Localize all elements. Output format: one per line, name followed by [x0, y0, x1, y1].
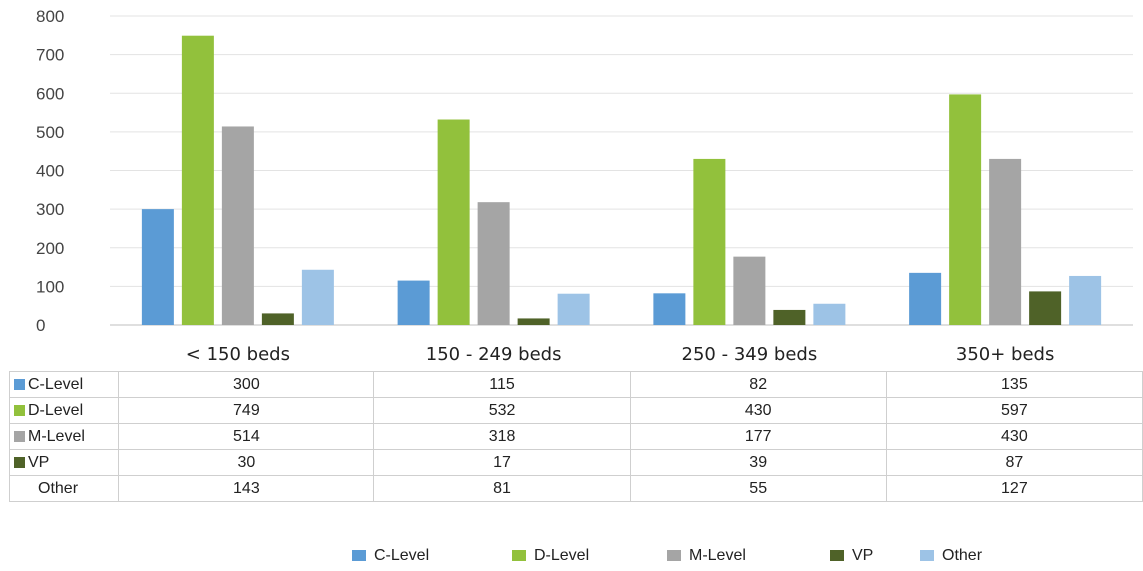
legend-item-c-level: C-Level [352, 547, 429, 565]
bar-other-350-beds [1069, 275, 1102, 325]
bar-other-250-349-beds [813, 303, 846, 325]
gridlines [110, 15, 1133, 326]
legend-label: M-Level [689, 547, 746, 564]
legend-item-m-level: M-Level [667, 547, 746, 565]
y-tick-label: 400 [36, 162, 64, 181]
chart-data-table: C-Level 300 115 82 135 D-Level 749 532 430 597 M-L… [8, 371, 1143, 502]
bar-d-level-150-beds [181, 35, 214, 325]
bar-m-level-150-beds [221, 126, 254, 325]
chart-plot-area: 0 100 200 300 400 500 600 700 800 < 150 beds 150 … [36, 7, 1133, 365]
bar-c-level-250-349-beds [653, 293, 686, 325]
table-cell-value: 749 [118, 397, 375, 424]
table-cell-value: 318 [373, 423, 631, 450]
x-category-label: 250 - 349 beds [682, 344, 818, 365]
bars [141, 35, 1102, 325]
table-cell-value: 597 [885, 397, 1143, 424]
table-row-header: M-Level [8, 423, 120, 450]
legend-label: Other [942, 547, 983, 564]
series-name: Other [38, 479, 79, 497]
bar-c-level-350-beds [909, 272, 942, 325]
table-row: M-Level 514 318 177 430 [8, 423, 1143, 450]
legend-label: D-Level [534, 547, 590, 564]
series-name: D-Level [28, 401, 84, 419]
bar-m-level-350-beds [989, 158, 1022, 325]
table-row: D-Level 749 532 430 597 [8, 397, 1143, 424]
y-tick-label: 0 [36, 316, 45, 335]
y-tick-label: 100 [36, 277, 64, 296]
y-tick-label: 200 [36, 239, 64, 258]
y-tick-label: 800 [36, 7, 64, 26]
table-row-header: D-Level [8, 397, 120, 424]
bar-vp-250-349-beds [773, 309, 806, 325]
bar-c-level-150-beds [141, 209, 174, 325]
x-axis-categories: < 150 beds 150 - 249 beds 250 - 349 beds 35… [186, 344, 1055, 365]
legend-swatch-icon [512, 550, 526, 561]
series-name: C-Level [28, 375, 84, 393]
y-axis-ticks: 0 100 200 300 400 500 600 700 800 [36, 7, 64, 335]
table-row-header: Other [8, 475, 120, 502]
y-tick-label: 600 [36, 84, 64, 103]
bar-d-level-350-beds [949, 94, 982, 325]
y-tick-label: 300 [36, 200, 64, 219]
x-category-label: 150 - 249 beds [426, 344, 562, 365]
x-category-label: < 150 beds [186, 344, 290, 365]
table-cell-value: 430 [629, 397, 887, 424]
table-cell-value: 143 [118, 475, 375, 502]
legend-item-vp: VP [830, 547, 873, 565]
bar-other-150-249-beds [557, 293, 590, 325]
table-cell-value: 17 [373, 449, 631, 476]
table-cell-value: 39 [629, 449, 887, 476]
table-cell-value: 177 [629, 423, 887, 450]
legend-swatch-icon [352, 550, 366, 561]
series-name: M-Level [28, 427, 85, 445]
table-cell-value: 115 [373, 371, 631, 398]
table-cell-value: 55 [629, 475, 887, 502]
table-cell-value: 430 [885, 423, 1143, 450]
bar-c-level-150-249-beds [397, 280, 430, 325]
table-cell-value: 87 [885, 449, 1143, 476]
table-cell-value: 81 [373, 475, 631, 502]
table-row: VP 30 17 39 87 [8, 449, 1143, 476]
y-tick-label: 500 [36, 123, 64, 142]
legend-item-other: Other [920, 547, 982, 565]
table-cell-value: 135 [885, 371, 1143, 398]
bar-d-level-150-249-beds [437, 119, 470, 325]
series-swatch-icon [14, 378, 25, 390]
table-row: Other 143 81 55 127 [8, 475, 1143, 502]
legend-swatch-icon [830, 550, 844, 561]
legend-item-d-level: D-Level [512, 547, 589, 565]
table-cell-value: 300 [118, 371, 375, 398]
table-cell-value: 127 [885, 475, 1143, 502]
bar-d-level-250-349-beds [693, 158, 726, 325]
table-row-header: C-Level [8, 371, 120, 398]
x-category-label: 350+ beds [956, 344, 1054, 365]
table-row-header: VP [8, 449, 120, 476]
table-cell-value: 532 [373, 397, 631, 424]
series-name: VP [28, 453, 50, 471]
y-tick-label: 700 [36, 46, 64, 65]
bar-vp-150-249-beds [517, 318, 550, 325]
table-row: C-Level 300 115 82 135 [8, 371, 1143, 398]
table-cell-value: 30 [118, 449, 375, 476]
legend-swatch-icon [920, 550, 934, 561]
legend-label: VP [852, 547, 874, 564]
bar-vp-350-beds [1029, 291, 1062, 325]
legend-swatch-icon [667, 550, 681, 561]
bar-other-150-beds [301, 269, 334, 325]
series-swatch-icon [14, 430, 25, 442]
table-cell-value: 514 [118, 423, 375, 450]
bar-m-level-250-349-beds [733, 256, 766, 325]
legend-label: C-Level [374, 547, 430, 564]
table-cell-value: 82 [629, 371, 887, 398]
series-swatch-icon [14, 404, 25, 416]
bar-vp-150-beds [261, 313, 294, 325]
bar-m-level-150-249-beds [477, 202, 510, 325]
series-swatch-icon [14, 456, 25, 468]
